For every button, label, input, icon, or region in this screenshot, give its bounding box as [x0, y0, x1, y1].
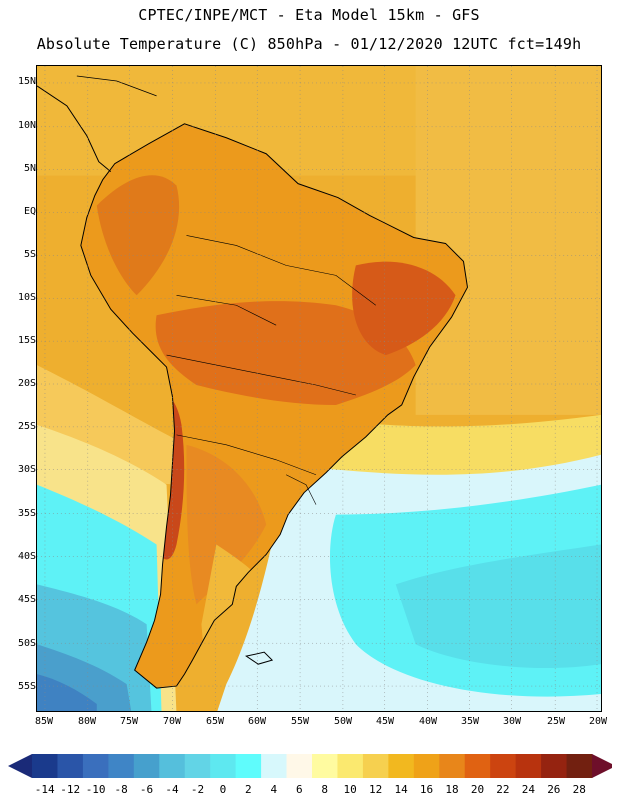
latitude-label: 20S	[17, 378, 36, 389]
colorbar-swatch	[388, 754, 415, 778]
colorbar-swatch	[490, 754, 517, 778]
colorbar-swatch	[312, 754, 338, 778]
longitude-label: 25W	[546, 716, 566, 727]
colorbar-swatch	[184, 754, 211, 778]
colorbar-tick-label: 10	[343, 783, 357, 796]
colorbar-tick-label: 14	[394, 783, 408, 796]
colorbar-swatch	[439, 754, 466, 778]
colorbar-swatch	[133, 754, 160, 778]
latitude-label: 45S	[17, 594, 36, 605]
longitude-label: 40W	[418, 716, 438, 727]
colorbar-tick-label: 0	[219, 783, 227, 796]
latitude-label: 55S	[17, 681, 36, 692]
colorbar-min-arrow	[8, 754, 32, 778]
colorbar-tick-label: -2	[190, 783, 205, 796]
colorbar-swatch	[159, 754, 186, 778]
colorbar-tick-label: -6	[139, 783, 154, 796]
latitude-label: 25S	[17, 421, 36, 432]
latitude-label: 50S	[17, 638, 36, 649]
colorbar-tick-label: 2	[245, 783, 252, 796]
colorbar-swatch	[261, 754, 288, 778]
longitude-label: 20W	[588, 716, 608, 727]
colorbar-tick-label: 26	[547, 783, 561, 796]
longitude-label: 50W	[333, 716, 353, 727]
longitude-label: 70W	[162, 716, 182, 727]
colorbar-tick-label: -14	[34, 783, 55, 796]
colorbar-swatch	[32, 754, 58, 778]
colorbar-tick-label: 16	[419, 783, 434, 796]
colorbar-max-arrow	[592, 754, 612, 778]
colorbar-swatch	[108, 754, 135, 778]
longitude-label: 45W	[375, 716, 395, 727]
longitude-label: 75W	[119, 716, 139, 727]
colorbar-tick-label: 4	[270, 783, 278, 796]
colorbar-swatch	[286, 754, 313, 778]
colorbar-swatch	[515, 754, 542, 778]
colorbar-swatch	[464, 754, 491, 778]
colorbar-tick-label: -4	[165, 783, 179, 796]
colorbar-tick-label: 28	[572, 783, 586, 796]
colorbar-tick-label: -10	[85, 783, 106, 796]
longitude-label: 85W	[34, 716, 54, 727]
colorbar-tick-label: -8	[114, 783, 128, 796]
colorbar-swatch	[337, 754, 364, 778]
colorbar-swatch	[541, 754, 568, 778]
latitude-label: 15N	[17, 76, 36, 87]
latitude-label: 5N	[23, 163, 36, 174]
longitude-label: 55W	[290, 716, 310, 727]
colorbar-swatch	[362, 754, 389, 778]
latitude-label: 5S	[23, 249, 36, 260]
colorbar-tick-label: 18	[445, 783, 459, 796]
longitude-label: 30W	[502, 716, 522, 727]
colorbar-tick-label: 22	[496, 783, 510, 796]
colorbar-swatch	[82, 754, 109, 778]
colorbar-tick-label: 12	[369, 783, 383, 796]
latitude-label: 10N	[17, 120, 36, 131]
latitude-label: EQ	[23, 206, 36, 217]
longitude-label: 35W	[460, 716, 480, 727]
longitude-label: 60W	[247, 716, 267, 727]
latitude-label: 35S	[17, 508, 36, 519]
longitude-label: 65W	[205, 716, 225, 727]
colorbar-tick-label: 6	[295, 783, 303, 796]
temperature-colorbar	[8, 754, 612, 778]
colorbar-swatch	[566, 754, 593, 778]
longitude-label: 80W	[77, 716, 97, 727]
chart-title: CPTEC/INPE/MCT - Eta Model 15km - GFS	[138, 6, 480, 24]
colorbar-swatch	[57, 754, 84, 778]
colorbar-tick-label: -12	[60, 783, 81, 796]
latitude-label: 15S	[17, 335, 36, 346]
colorbar-tick-label: 8	[321, 783, 329, 796]
temperature-map	[36, 65, 602, 712]
colorbar-swatch	[210, 754, 237, 778]
colorbar-swatch	[235, 754, 262, 778]
latitude-label: 30S	[17, 464, 36, 475]
latitude-label: 40S	[17, 551, 36, 562]
colorbar-swatch	[413, 754, 440, 778]
colorbar-tick-label: 24	[521, 783, 535, 796]
latitude-label: 10S	[17, 292, 36, 303]
colorbar-tick-label: 20	[470, 783, 485, 796]
chart-subtitle: Absolute Temperature (C) 850hPa - 01/12/…	[36, 35, 582, 53]
